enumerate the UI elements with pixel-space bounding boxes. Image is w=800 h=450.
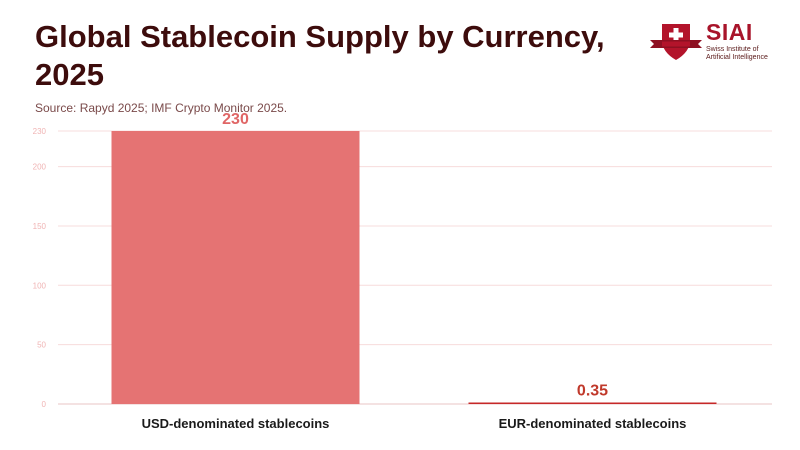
- source-note: Source: Rapyd 2025; IMF Crypto Monitor 2…: [35, 101, 288, 115]
- siai-logo: SIAI Swiss Institute of Artificial Intel…: [648, 20, 773, 62]
- chart-title: Global Stablecoin Supply by Currency, 20…: [35, 19, 605, 92]
- data-label: 230: [222, 111, 249, 128]
- y-tick-label: 150: [33, 222, 47, 231]
- swiss-shield-icon: [650, 24, 702, 60]
- x-tick-label: EUR-denominated stablecoins: [499, 416, 687, 431]
- y-tick-label: 200: [33, 163, 47, 172]
- y-tick-label: 100: [33, 281, 47, 290]
- logo-wordmark: SIAI: [706, 19, 753, 45]
- bar: [111, 131, 360, 404]
- data-label: 0.35: [577, 383, 608, 400]
- logo-subtitle: Swiss Institute of Artificial Intelligen…: [706, 46, 768, 61]
- y-tick-label: 230: [33, 127, 47, 136]
- x-tick-label: USD-denominated stablecoins: [142, 416, 330, 431]
- y-tick-label: 0: [42, 400, 47, 409]
- y-tick-label: 50: [37, 341, 46, 350]
- bar: [468, 402, 717, 404]
